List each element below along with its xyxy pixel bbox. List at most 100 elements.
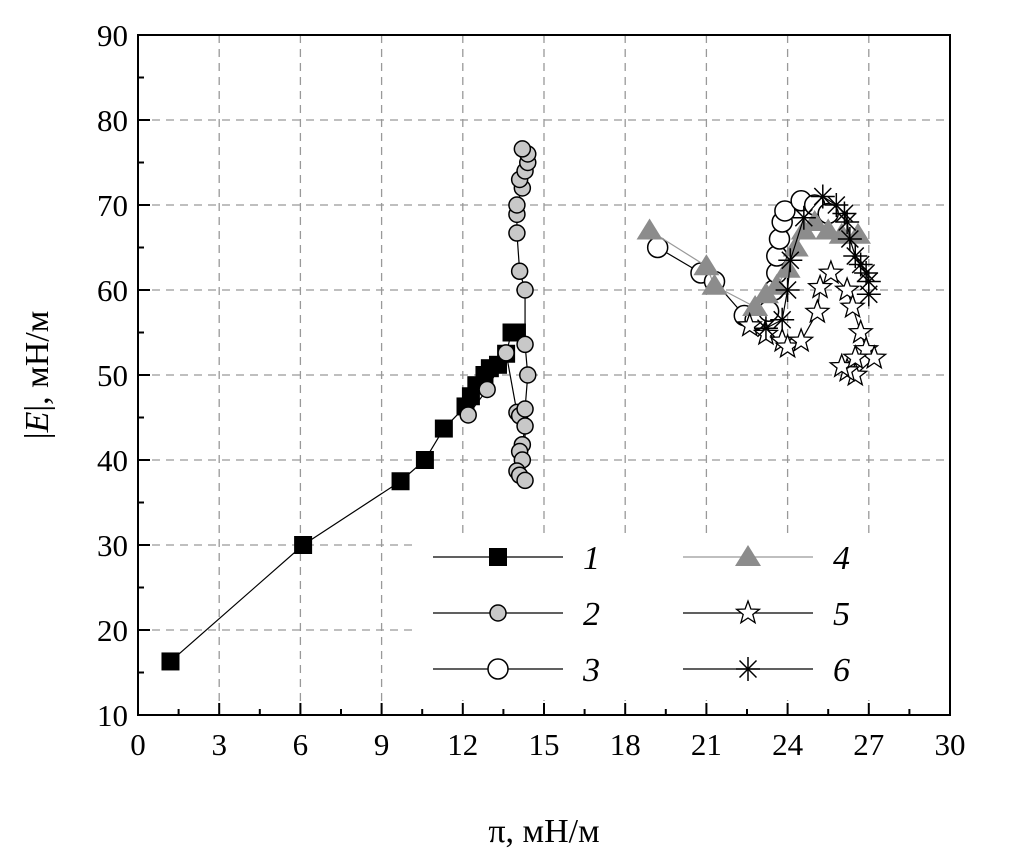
legend-label: 3	[582, 652, 600, 689]
x-tick-label: 30	[935, 727, 966, 762]
y-tick-label: 40	[97, 443, 128, 478]
marker-triangle	[801, 210, 828, 231]
asterisk-stroke	[838, 212, 857, 232]
marker-star	[839, 293, 866, 319]
x-tick-label: 24	[772, 727, 804, 762]
marker-star	[736, 311, 763, 337]
legend-label: 6	[833, 652, 850, 689]
asterisk-stroke	[846, 246, 865, 266]
marker-circle	[516, 417, 534, 435]
asterisk-stroke	[840, 229, 859, 249]
legend-entry-4: 4	[683, 540, 850, 577]
asterisk-stroke	[857, 263, 876, 283]
legend-entry-2: 2	[433, 596, 600, 633]
legend-entry-6: 6	[683, 652, 850, 689]
asterisk-stroke	[738, 659, 758, 679]
y-tick-label: 70	[97, 188, 128, 223]
marker-circle-open	[487, 658, 509, 680]
marker-asterisk	[837, 227, 862, 251]
legend: 1 2 3 4 5 6	[415, 538, 945, 700]
legend-label: 2	[583, 596, 600, 633]
asterisk-stroke	[835, 204, 854, 223]
marker-circle	[516, 400, 534, 418]
x-tick-label: 12	[447, 727, 478, 762]
marker-square	[489, 548, 507, 566]
legend-label: 4	[833, 540, 850, 577]
marker-star	[734, 599, 762, 625]
marker-square	[415, 451, 434, 469]
x-tick-label: 15	[529, 727, 560, 762]
marker-asterisk	[835, 210, 860, 234]
asterisk-stroke	[756, 319, 775, 338]
y-tick-label: 10	[97, 698, 128, 733]
asterisk-stroke	[794, 208, 813, 227]
series-layer	[161, 140, 888, 671]
x-axis-label: π, мН/м	[488, 813, 599, 850]
marker-triangle	[701, 273, 728, 295]
x-tick-label: 21	[691, 727, 722, 762]
marker-circle	[516, 281, 534, 299]
y-tick-label: 90	[97, 18, 128, 53]
x-tick-label: 18	[610, 727, 641, 762]
marker-circle-open	[774, 200, 796, 222]
marker-circle	[516, 335, 534, 354]
marker-circle	[459, 406, 477, 424]
y-tick-label: 20	[97, 613, 128, 648]
marker-asterisk	[775, 278, 800, 302]
asterisk-stroke	[851, 255, 870, 274]
x-tick-label: 0	[130, 727, 146, 762]
x-tick-label: 6	[293, 727, 309, 762]
y-axis-label: |E|, мН/м	[19, 311, 56, 439]
series-6	[753, 184, 881, 341]
marker-triangle	[693, 254, 720, 276]
marker-star	[806, 273, 834, 299]
marker-circle	[516, 471, 534, 490]
marker-circle	[497, 344, 515, 362]
marker-circle	[508, 224, 526, 242]
marker-star	[817, 259, 845, 285]
marker-star	[787, 327, 815, 353]
legend-label: 1	[583, 540, 600, 577]
marker-triangle	[782, 235, 809, 257]
x-tick-label: 27	[853, 727, 884, 762]
marker-circle	[508, 196, 526, 214]
series-4	[636, 210, 871, 316]
marker-asterisk	[770, 307, 795, 332]
marker-asterisk	[791, 205, 816, 230]
y-tick-label: 30	[97, 528, 128, 563]
legend-label: 5	[833, 596, 850, 633]
series-2	[459, 140, 537, 490]
x-tick-label: 3	[211, 727, 227, 762]
marker-circle	[510, 262, 529, 281]
legend-entry-1: 1	[433, 540, 600, 577]
x-tick-label: 9	[374, 727, 390, 762]
marker-asterisk	[854, 261, 879, 285]
marker-asterisk	[736, 657, 760, 681]
marker-square	[434, 419, 453, 438]
marker-square	[391, 472, 410, 491]
marker-star	[833, 276, 861, 302]
marker-square	[294, 536, 313, 554]
marker-asterisk	[856, 282, 881, 307]
marker-asterisk	[778, 248, 803, 273]
asterisk-stroke	[778, 280, 797, 300]
series-5	[736, 259, 888, 387]
asterisk-stroke	[781, 251, 800, 270]
marker-triangle	[742, 295, 769, 316]
asterisk-stroke	[859, 272, 878, 291]
y-tick-label: 60	[97, 273, 128, 308]
marker-triangle	[774, 256, 801, 278]
y-tick-label: 50	[97, 358, 128, 393]
marker-asterisk	[810, 184, 835, 209]
legend-entry-3: 3	[433, 652, 600, 689]
marker-star	[847, 318, 874, 344]
asterisk-stroke	[859, 285, 878, 304]
marker-star	[804, 298, 831, 324]
y-tick-label: 80	[97, 103, 128, 138]
marker-triangle	[735, 545, 761, 566]
asterisk-stroke	[813, 187, 832, 206]
marker-triangle	[636, 218, 663, 240]
marker-circle	[519, 366, 537, 384]
